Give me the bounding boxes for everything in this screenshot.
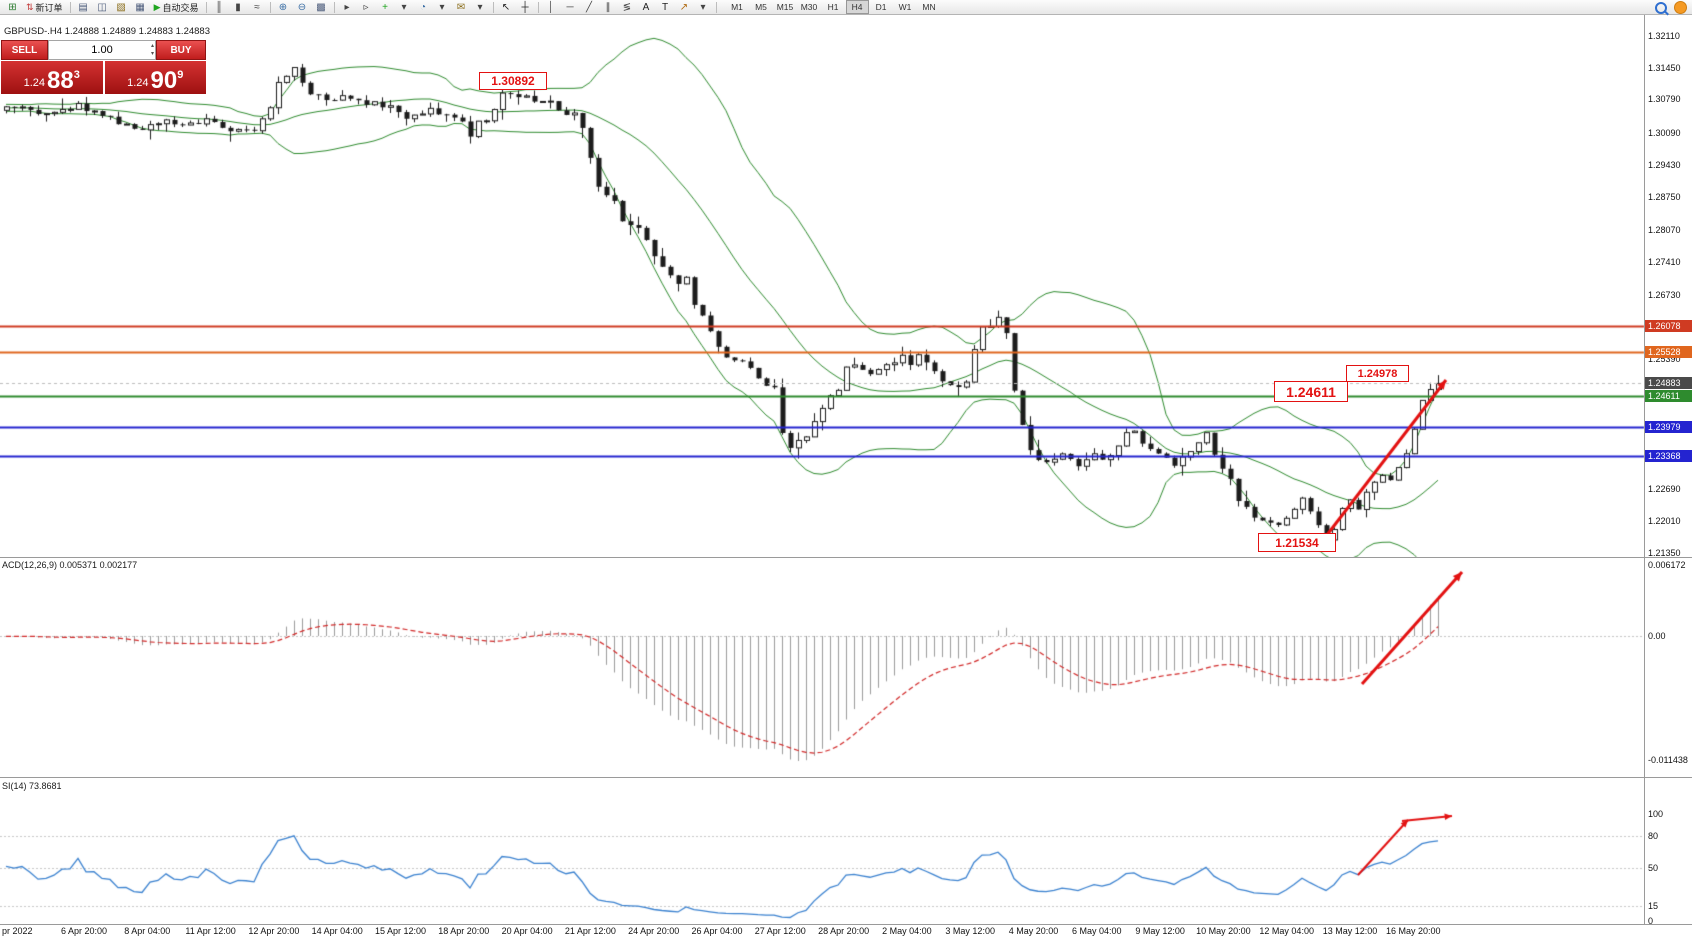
autotrading-button-icon: ▶	[153, 1, 161, 12]
chart-shift-icon[interactable]: ▹	[363, 1, 369, 13]
templates-dropdown-icon[interactable]: ▾	[477, 1, 483, 13]
sell-price-pips: 88	[47, 67, 74, 94]
auto-scroll-icon[interactable]: ▸	[344, 1, 350, 13]
new-order-button-icon: ⇅	[26, 1, 34, 12]
bar-chart-type-icon[interactable]: ║	[215, 1, 223, 13]
templates-icon[interactable]: ✉	[456, 1, 466, 13]
buy-price-display[interactable]: 1.24 90 9	[104, 61, 206, 94]
cursor-icon[interactable]: ↖	[501, 1, 511, 13]
chart-annotation-1.21534[interactable]: 1.21534	[1258, 533, 1336, 552]
one-click-trading-panel: SELL 1.00 ▴ ▾ BUY 1.24 88 3 1.24 90 9	[1, 40, 206, 94]
channel-icon[interactable]: ∥	[605, 1, 611, 13]
candlestick-type-icon[interactable]: ▮	[235, 1, 241, 13]
autotrading-button-label: 自动交易	[162, 2, 199, 13]
timeframe-M15[interactable]: M15	[776, 2, 794, 12]
timeframe-MN[interactable]: MN	[922, 2, 936, 12]
chart-annotation-1.30892[interactable]: 1.30892	[479, 72, 547, 90]
shapes-dropdown-icon[interactable]: ▾	[700, 1, 706, 13]
chart-annotation-1.24978[interactable]: 1.24978	[1346, 365, 1409, 382]
data-window-icon[interactable]: ◫	[97, 1, 107, 13]
main-toolbar: ⊞ ⇅ 新订单 ▤ ◫ ▧ ▦ ▶ 自动交易 ║ ▮ ≈ ⊕ ⊖ ▩ ▸ ▹ + ▾ ◔ ▾ ✉ ▾ ↖ ┼ │ ─ ╱ ∥ ≶ A T ↗ ▾ M…	[0, 0, 1692, 15]
toolbar-separator	[715, 1, 717, 13]
sell-price-display[interactable]: 1.24 88 3	[1, 61, 103, 94]
macd-indicator-label: ACD(12,26,9) 0.005371 0.002177	[2, 560, 138, 570]
timeframe-toolbar: M1 M5 M15 M30 H1 H4 D1 W1 MN	[726, 0, 941, 14]
volume-down-icon[interactable]: ▾	[150, 51, 154, 57]
terminal-icon[interactable]: ▦	[135, 1, 145, 13]
volume-value: 1.00	[91, 44, 113, 56]
new-order-button-label: 新订单	[35, 2, 63, 13]
timeframe-H1[interactable]: H1	[827, 2, 839, 12]
zoom-in-icon[interactable]: ⊕	[278, 1, 288, 13]
timeframe-M30[interactable]: M30	[800, 2, 818, 12]
crosshair-icon[interactable]: ┼	[521, 1, 529, 13]
fibonacci-icon[interactable]: ≶	[622, 1, 632, 13]
text-icon[interactable]: A	[642, 1, 650, 13]
periods-icon[interactable]: ◔	[419, 1, 427, 13]
buy-price-pips: 90	[150, 67, 178, 94]
zoom-out-icon[interactable]: ⊖	[297, 1, 307, 13]
timeframe-M5[interactable]: M5	[755, 2, 767, 12]
horizontal-line-icon[interactable]: ─	[566, 1, 574, 13]
periods-dropdown-icon[interactable]: ▾	[439, 1, 445, 13]
search-icon[interactable]	[1655, 1, 1667, 14]
new-chart-icon[interactable]: ⊞	[8, 1, 17, 13]
volume-up-icon[interactable]: ▴	[150, 43, 154, 49]
chart-annotation-1.24611[interactable]: 1.24611	[1274, 381, 1348, 402]
buy-button[interactable]: BUY	[156, 40, 206, 60]
price-axis-separator	[1644, 15, 1645, 924]
text-label-icon[interactable]: T	[661, 1, 669, 13]
buy-price-point: 9	[177, 69, 184, 81]
sell-price-point: 3	[73, 69, 80, 81]
line-chart-type-icon[interactable]: ≈	[254, 1, 260, 13]
buy-price-figure: 1.24	[127, 77, 149, 89]
sell-button[interactable]: SELL	[1, 40, 48, 60]
time-axis-separator	[0, 924, 1692, 925]
rsi-indicator-label: SI(14) 73.8681	[2, 781, 62, 791]
autotrading-button[interactable]: ▶ 自动交易	[150, 1, 203, 14]
timeframe-M1[interactable]: M1	[731, 2, 743, 12]
timeframe-H4[interactable]: H4	[845, 0, 869, 14]
notification-icon[interactable]	[1674, 1, 1687, 14]
toolbar-right-icons	[1655, 1, 1687, 14]
panel-splitter-macd[interactable]	[0, 557, 1692, 558]
symbol-ohlc-header: GBPUSD-.H4 1.24888 1.24889 1.24883 1.248…	[4, 26, 210, 37]
navigator-icon[interactable]: ▧	[116, 1, 126, 13]
toolbar-separator	[269, 1, 271, 13]
toolbar-separator	[492, 1, 494, 13]
time-axis[interactable]	[0, 924, 1644, 938]
timeframe-W1[interactable]: W1	[898, 2, 912, 12]
indicators-dropdown-icon[interactable]: ▾	[401, 1, 407, 13]
vertical-line-icon[interactable]: │	[547, 1, 555, 13]
new-order-button[interactable]: ⇅ 新订单	[22, 1, 67, 14]
price-axis[interactable]	[1644, 15, 1692, 924]
toolbar-separator	[69, 1, 71, 13]
market-watch-icon[interactable]: ▤	[78, 1, 88, 13]
toolbar-separator	[205, 1, 207, 13]
sell-price-figure: 1.24	[23, 77, 46, 89]
toolbar-separator	[537, 1, 539, 13]
arrows-tool-icon[interactable]: ↗	[679, 1, 689, 13]
volume-stepper[interactable]: ▴ ▾	[151, 42, 154, 58]
timeframe-D1[interactable]: D1	[875, 2, 887, 12]
volume-input[interactable]: 1.00 ▴ ▾	[48, 40, 156, 60]
trendline-icon[interactable]: ╱	[585, 1, 593, 13]
panel-splitter-rsi[interactable]	[0, 777, 1692, 778]
toolbar-separator	[333, 1, 335, 13]
tile-windows-icon[interactable]: ▩	[316, 1, 326, 13]
indicators-icon[interactable]: +	[382, 1, 388, 13]
